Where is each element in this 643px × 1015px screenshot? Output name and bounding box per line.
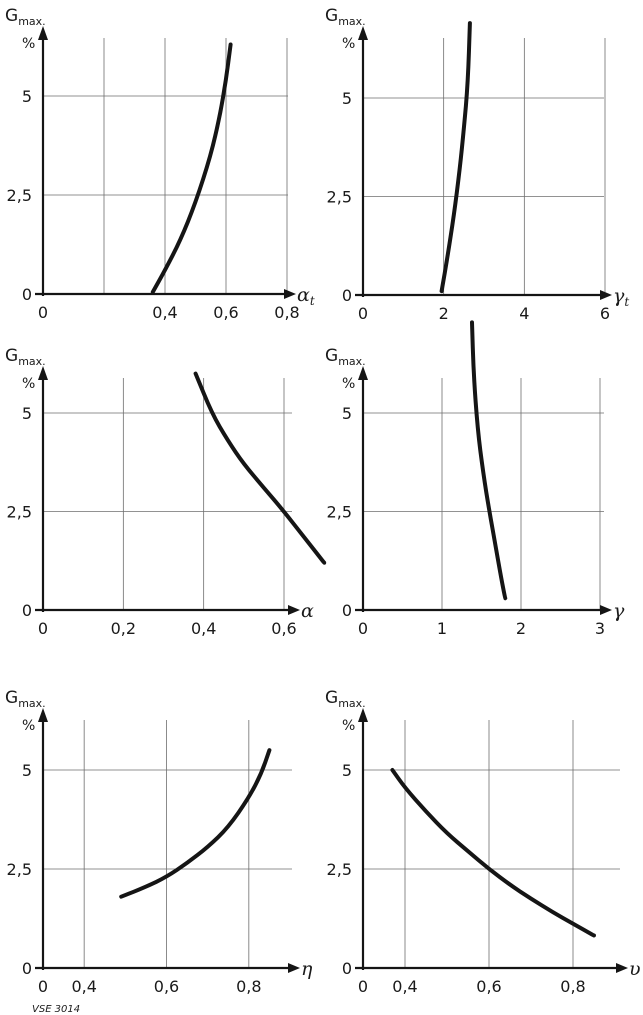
x-tick-label: 0,4 xyxy=(392,977,417,996)
y-axis-unit: % xyxy=(22,376,35,392)
y-axis-label: Gmax. xyxy=(5,688,46,710)
y-axis-unit: % xyxy=(342,718,355,734)
x-tick-label: 0,6 xyxy=(154,977,179,996)
series-curve-6 xyxy=(390,768,596,938)
x-tick-label: 0 xyxy=(358,619,368,638)
x-tick-label: 0 xyxy=(38,977,48,996)
x-tick-label: 0,6 xyxy=(476,977,501,996)
y-axis-arrow xyxy=(38,708,48,722)
y-axis-arrow xyxy=(38,366,48,380)
x-tick-label: 0,6 xyxy=(271,619,296,638)
series-curve-5 xyxy=(119,748,272,899)
x-axis-arrow xyxy=(600,605,612,615)
y-tick-label: 2,5 xyxy=(7,860,32,879)
chart-panel-4: Gmax.% 0 2,5 5 0 1 2 3γ xyxy=(325,320,625,638)
y-axis-arrow xyxy=(358,26,368,40)
y-tick-label: 0 xyxy=(342,286,352,305)
x-axis-label: υ xyxy=(629,958,641,980)
y-tick-label: 2,5 xyxy=(7,503,32,522)
x-axis-label: η xyxy=(301,958,313,980)
x-tick-label: 1 xyxy=(437,619,447,638)
x-tick-label: 0,8 xyxy=(274,303,299,322)
y-tick-label: 5 xyxy=(22,404,32,423)
x-tick-label: 0 xyxy=(358,977,368,996)
y-tick-label: 0 xyxy=(342,601,352,620)
y-axis-unit: % xyxy=(22,718,35,734)
x-axis-label: γt xyxy=(613,285,629,309)
chart-panel-2: Gmax.% 0 2,5 5 0 2 4 6γt xyxy=(325,6,629,323)
x-tick-label: 0 xyxy=(358,304,368,323)
series-curve-4 xyxy=(470,320,508,601)
y-axis-label: Gmax. xyxy=(325,346,366,368)
x-tick-label: 0,2 xyxy=(111,619,136,638)
chart-panel-1: Gmax.% 0 2,5 5 0 0,4 0,6 0,8αt xyxy=(5,6,315,322)
y-axis-label: Gmax. xyxy=(5,346,46,368)
x-tick-label: 0,4 xyxy=(191,619,216,638)
x-tick-label: 0 xyxy=(38,303,48,322)
y-tick-label: 2,5 xyxy=(327,188,352,207)
y-axis-label: Gmax. xyxy=(325,6,366,28)
x-tick-label: 4 xyxy=(519,304,529,323)
y-axis-arrow xyxy=(358,366,368,380)
series-curve-2 xyxy=(439,21,472,294)
y-tick-label: 5 xyxy=(22,87,32,106)
y-axis-label: Gmax. xyxy=(5,6,46,28)
chart-panel-5: Gmax.% 0 2,5 5 0 0,4 0,6 0,8 η xyxy=(5,688,313,996)
x-tick-label: 0,6 xyxy=(213,303,238,322)
x-axis-arrow xyxy=(288,605,300,615)
chart-panel-6: Gmax.% 0 2,5 5 0 0,4 0,6 0,8 υ xyxy=(325,688,641,996)
x-axis-label: α xyxy=(301,600,314,622)
x-axis-label: αt xyxy=(297,284,315,308)
x-tick-label: 6 xyxy=(600,304,610,323)
x-axis-arrow xyxy=(600,290,612,300)
y-axis-unit: % xyxy=(342,36,355,52)
x-tick-label: 0,8 xyxy=(560,977,585,996)
y-tick-label: 0 xyxy=(342,959,352,978)
y-tick-label: 5 xyxy=(342,404,352,423)
x-tick-label: 0,8 xyxy=(236,977,261,996)
y-tick-label: 2,5 xyxy=(327,503,352,522)
y-tick-label: 2,5 xyxy=(7,186,32,205)
y-axis-label: Gmax. xyxy=(325,688,366,710)
x-tick-label: 0,4 xyxy=(152,303,177,322)
series-curve-3 xyxy=(193,371,327,565)
y-axis-arrow xyxy=(38,26,48,40)
x-axis-label: γ xyxy=(613,600,625,622)
series-curve-1 xyxy=(150,42,233,294)
chart-panel-3: Gmax.% 0 2,5 5 0 0,2 0,4 0,6 α xyxy=(5,346,327,638)
y-axis-arrow xyxy=(358,708,368,722)
y-tick-label: 5 xyxy=(342,761,352,780)
x-tick-label: 2 xyxy=(439,304,449,323)
y-axis-unit: % xyxy=(342,376,355,392)
y-axis-unit: % xyxy=(22,36,35,52)
y-tick-label: 5 xyxy=(22,761,32,780)
x-tick-label: 0,4 xyxy=(71,977,96,996)
x-axis-arrow xyxy=(284,289,296,299)
y-tick-label: 2,5 xyxy=(327,860,352,879)
y-tick-label: 0 xyxy=(22,959,32,978)
x-tick-label: 0 xyxy=(38,619,48,638)
x-tick-label: 2 xyxy=(516,619,526,638)
x-axis-arrow xyxy=(616,963,628,973)
x-tick-label: 3 xyxy=(595,619,605,638)
y-tick-label: 5 xyxy=(342,89,352,108)
y-tick-label: 0 xyxy=(22,285,32,304)
x-axis-arrow xyxy=(288,963,300,973)
y-tick-label: 0 xyxy=(22,601,32,620)
figure-reference: VSE 3014 xyxy=(32,1004,80,1015)
